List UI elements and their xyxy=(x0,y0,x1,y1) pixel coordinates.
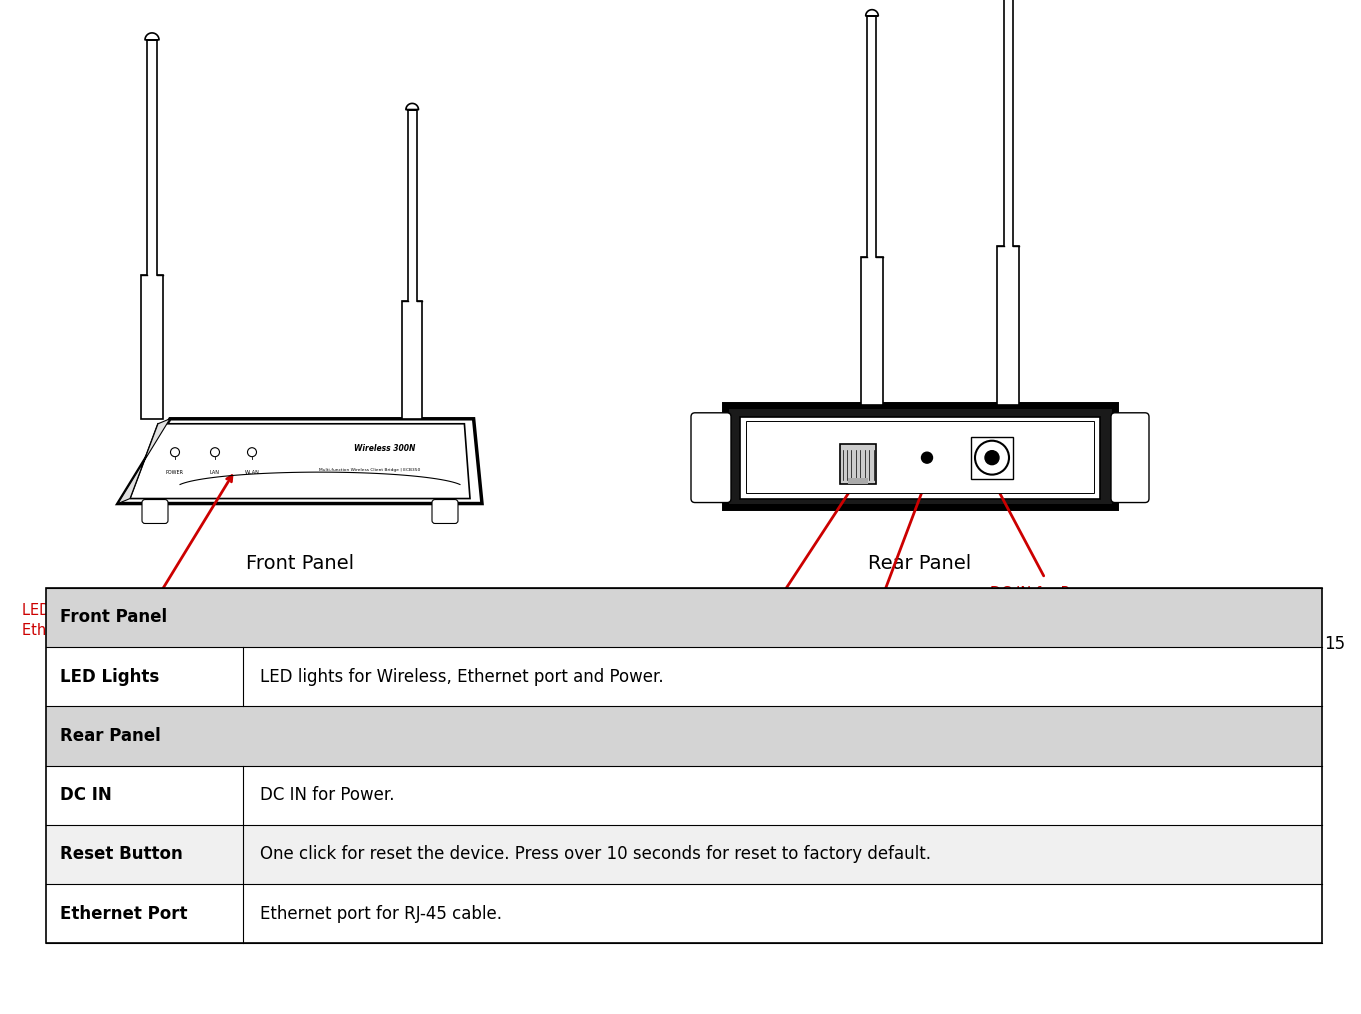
Text: LED Lights: LED Lights xyxy=(60,667,159,685)
Bar xyxy=(45,647,1323,707)
Circle shape xyxy=(170,448,180,456)
Polygon shape xyxy=(403,110,422,419)
Text: DC IN for Power: DC IN for Power xyxy=(989,586,1105,601)
Text: Ethernet Port: Ethernet Port xyxy=(60,904,188,923)
FancyBboxPatch shape xyxy=(691,413,731,503)
Polygon shape xyxy=(406,103,418,110)
Text: WLAN: WLAN xyxy=(245,469,260,475)
Bar xyxy=(45,707,1323,766)
Bar xyxy=(848,478,868,484)
Text: DC IN: DC IN xyxy=(60,786,112,804)
FancyBboxPatch shape xyxy=(740,417,1100,499)
Polygon shape xyxy=(998,0,1019,405)
Polygon shape xyxy=(118,419,170,504)
Text: Rear Panel: Rear Panel xyxy=(868,554,972,573)
Polygon shape xyxy=(862,16,883,405)
Bar xyxy=(840,444,876,484)
Text: Multi-function Wireless Client Bridge | ECB350: Multi-function Wireless Client Bridge | … xyxy=(320,468,421,473)
Polygon shape xyxy=(142,40,163,419)
Bar xyxy=(45,884,1323,943)
Circle shape xyxy=(974,441,1009,475)
FancyBboxPatch shape xyxy=(1111,413,1149,503)
Polygon shape xyxy=(866,10,878,16)
Text: Reset Button: Reset Button xyxy=(855,610,950,626)
Text: One click for reset the device. Press over 10 seconds for reset to factory defau: One click for reset the device. Press ov… xyxy=(260,846,931,864)
Bar xyxy=(970,437,1013,479)
Text: LED Lights for Wireless,
Ethernet port and Power: LED Lights for Wireless, Ethernet port a… xyxy=(22,603,201,638)
Text: LED lights for Wireless, Ethernet port and Power.: LED lights for Wireless, Ethernet port a… xyxy=(260,667,664,685)
Text: DC IN for Power.: DC IN for Power. xyxy=(260,786,395,804)
Text: Rear Panel: Rear Panel xyxy=(60,727,161,745)
Text: Ethernet port for RJ-45 cable: Ethernet port for RJ-45 cable xyxy=(655,636,864,651)
Circle shape xyxy=(921,452,932,463)
Circle shape xyxy=(985,450,999,464)
Text: Front Panel: Front Panel xyxy=(246,554,354,573)
Bar xyxy=(45,824,1323,884)
FancyBboxPatch shape xyxy=(725,405,1115,507)
Text: Reset Button: Reset Button xyxy=(60,846,182,864)
Text: Front Panel: Front Panel xyxy=(60,608,167,627)
FancyBboxPatch shape xyxy=(746,421,1094,493)
Polygon shape xyxy=(118,419,482,504)
Text: POWER: POWER xyxy=(166,469,184,475)
Circle shape xyxy=(211,448,219,456)
Text: LAN: LAN xyxy=(210,469,220,475)
Circle shape xyxy=(248,448,256,456)
Text: Wireless 300N: Wireless 300N xyxy=(354,444,415,453)
FancyBboxPatch shape xyxy=(431,500,459,523)
FancyBboxPatch shape xyxy=(142,500,167,523)
Polygon shape xyxy=(146,32,159,40)
Bar xyxy=(45,588,1323,647)
Polygon shape xyxy=(131,424,470,499)
Text: 15: 15 xyxy=(1324,635,1345,653)
Text: Ethernet port for RJ-45 cable.: Ethernet port for RJ-45 cable. xyxy=(260,904,502,923)
Bar xyxy=(45,766,1323,824)
